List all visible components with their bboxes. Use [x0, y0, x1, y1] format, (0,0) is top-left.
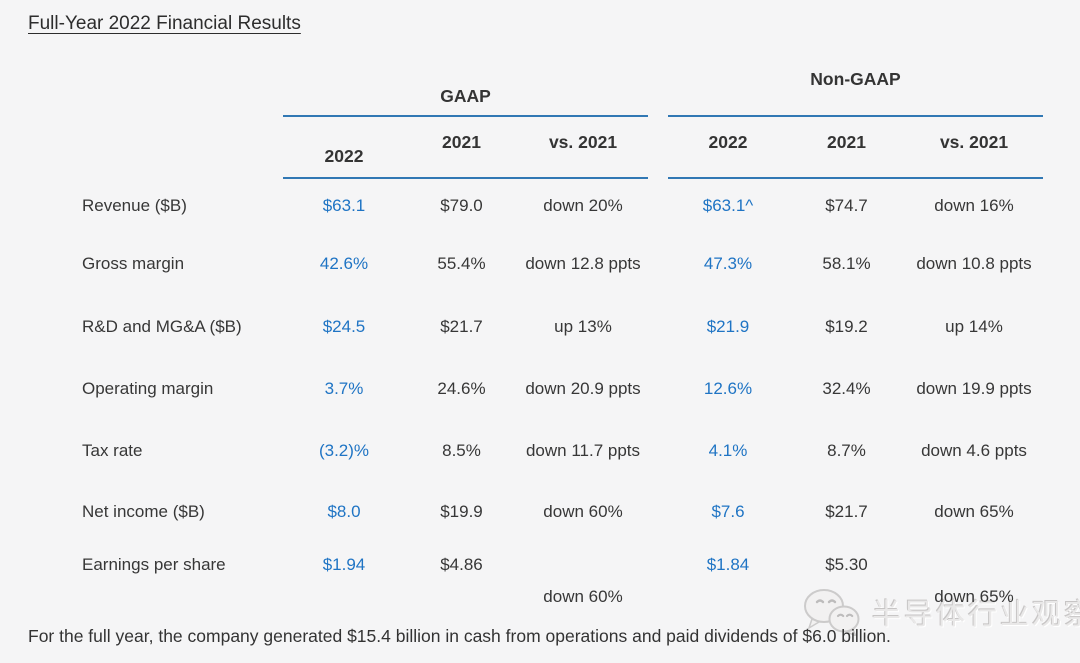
table-row-tax-rate: Tax rate (3.2)% 8.5% down 11.7 ppts 4.1%… [0, 420, 1043, 482]
nongaap-change-value: down 10.8 ppts [916, 254, 1032, 274]
gaap-eps-change-value: down 60% [543, 587, 623, 606]
gaap-2022-value: $24.5 [322, 316, 366, 336]
gaap-change-value: down 20.9 ppts [525, 378, 641, 398]
gaap-2021-value: $79.0 [440, 195, 483, 215]
table-row-rd-mga: R&D and MG&A ($B) $24.5 $21.7 up 13% $21… [0, 296, 1043, 358]
row-label: Net income ($B) [82, 502, 205, 522]
nongaap-2021-value: 8.7% [827, 440, 866, 460]
gaap-2022-value: $1.94 [322, 554, 366, 574]
watermark: 半导体行业观察 [802, 588, 1080, 636]
nongaap-group-label: Non-GAAP [810, 69, 901, 89]
gaap-change-value: down 20% [543, 195, 623, 215]
row-label: Revenue ($B) [82, 195, 187, 215]
row-label: Earnings per share [82, 554, 226, 574]
gaap-change-value: down 11.7 ppts [525, 440, 641, 460]
nongaap-2021-value: $19.2 [825, 316, 868, 336]
nongaap-2021-value: 58.1% [822, 254, 871, 274]
gaap-vs-2021-header: vs. 2021 [548, 131, 618, 152]
table-row-eps-change: down 60% down 65% [0, 587, 1043, 607]
gaap-2021-header: 2021 [442, 131, 481, 152]
nongaap-2022-value: 4.1% [708, 440, 748, 460]
gaap-2021-value: $19.9 [440, 502, 483, 522]
row-label: R&D and MG&A ($B) [82, 316, 242, 336]
nongaap-change-value: down 19.9 ppts [916, 378, 1032, 398]
gaap-change-value: down 12.8 ppts [525, 254, 641, 274]
wechat-icon [804, 589, 860, 636]
nongaap-change-value: up 14% [945, 316, 1003, 336]
nongaap-2022-header: 2022 [708, 131, 748, 152]
nongaap-2022-value: $21.9 [706, 316, 750, 336]
gaap-divider-line [283, 115, 648, 117]
nongaap-2022-value: 47.3% [703, 254, 753, 274]
nongaap-2021-value: 32.4% [822, 378, 871, 398]
table-row-eps: Earnings per share $1.94 $4.86 $1.84 $5.… [0, 543, 1043, 587]
table-row-operating-margin: Operating margin 3.7% 24.6% down 20.9 pp… [0, 358, 1043, 420]
financial-table: GAAP Non-GAAP 2022 2021 vs. 2021 2022 20… [0, 60, 1043, 607]
nongaap-2022-value: $7.6 [711, 502, 745, 522]
divider-row-top [0, 115, 1043, 117]
table-row-revenue: Revenue ($B) $63.1 $79.0 down 20% $63.1^… [0, 179, 1043, 233]
gaap-divider-line [283, 177, 648, 179]
page-title: Full-Year 2022 Financial Results [28, 13, 301, 34]
gaap-2021-value: 24.6% [437, 378, 486, 398]
nongaap-divider-line [668, 177, 1043, 179]
gaap-2022-value: $63.1 [322, 195, 366, 215]
nongaap-2021-value: $5.30 [825, 554, 868, 574]
gaap-2021-value: 55.4% [437, 254, 486, 274]
gaap-2022-value: 42.6% [319, 254, 369, 274]
gaap-2022-value: 3.7% [324, 378, 364, 398]
nongaap-2021-value: $74.7 [825, 195, 868, 215]
year-header-row: 2022 2021 vs. 2021 2022 2021 vs. 2021 [0, 117, 1043, 177]
gaap-2022-value: (3.2)% [318, 440, 370, 460]
nongaap-change-value: down 16% [934, 195, 1014, 215]
table-row-gross-margin: Gross margin 42.6% 55.4% down 12.8 ppts … [0, 233, 1043, 296]
gaap-2022-header: 2022 [324, 145, 364, 166]
nongaap-2021-header: 2021 [827, 131, 866, 152]
gaap-group-label: GAAP [440, 86, 491, 106]
nongaap-vs-2021-header: vs. 2021 [939, 131, 1009, 152]
nongaap-2022-value: 12.6% [703, 378, 753, 398]
nongaap-2022-value: $63.1^ [702, 195, 754, 215]
watermark-text: 半导体行业观察 [872, 599, 1080, 631]
gaap-2021-value: $21.7 [440, 316, 483, 336]
gaap-change-value: up 13% [554, 316, 612, 336]
row-label: Operating margin [82, 378, 214, 398]
divider-row-bottom [0, 177, 1043, 179]
gaap-2022-value: $8.0 [327, 502, 361, 522]
row-label: Gross margin [82, 254, 185, 274]
nongaap-change-value: down 65% [934, 502, 1014, 522]
gaap-change-value: down 60% [543, 502, 623, 522]
gaap-2021-value: 8.5% [442, 440, 481, 460]
nongaap-2022-value: $1.84 [706, 554, 750, 574]
gaap-2021-value: $4.86 [440, 554, 483, 574]
nongaap-divider-line [668, 115, 1043, 117]
nongaap-eps-change-value: down 65% [934, 587, 1014, 606]
row-label: Tax rate [82, 440, 143, 460]
nongaap-change-value: down 4.6 ppts [921, 440, 1027, 460]
footer-note: For the full year, the company generated… [28, 626, 891, 646]
nongaap-2021-value: $21.7 [825, 502, 868, 522]
table-row-net-income: Net income ($B) $8.0 $19.9 down 60% $7.6… [0, 482, 1043, 543]
group-header-row: GAAP Non-GAAP [0, 60, 1043, 115]
